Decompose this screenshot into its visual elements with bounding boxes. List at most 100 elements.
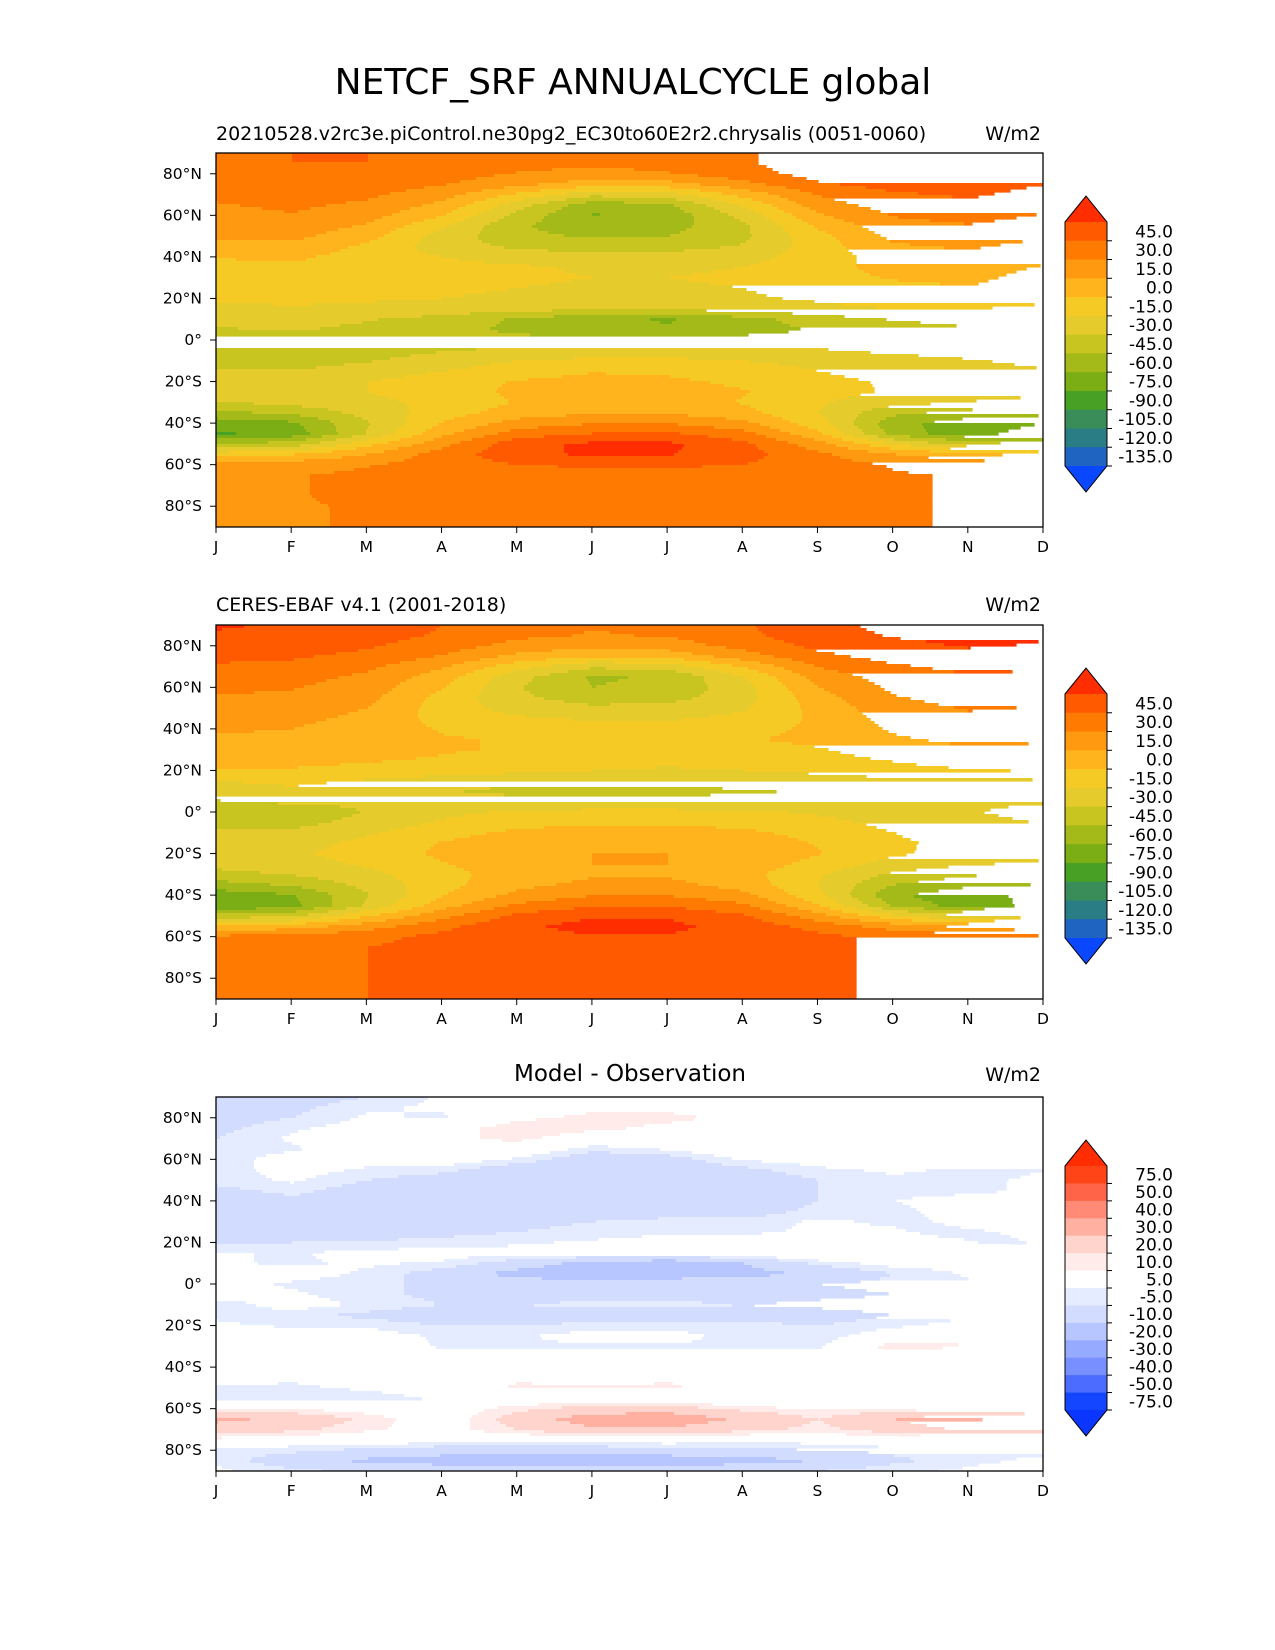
contour-cell: [278, 802, 1043, 806]
contour-cell: [954, 706, 1017, 710]
contour-cell: [238, 327, 321, 331]
contour-cell: [516, 210, 557, 214]
contour-cell: [484, 261, 761, 265]
contour-cell: [216, 703, 373, 707]
contour-cell: [746, 393, 861, 397]
contour-cell: [304, 685, 397, 689]
contour-cell: [496, 1271, 785, 1275]
contour-cell: [216, 811, 361, 815]
contour-cell: [240, 204, 327, 208]
contour-cell: [216, 306, 877, 310]
contour-cell: [454, 889, 517, 893]
contour-cell: [216, 640, 399, 644]
contour-cell: [326, 856, 435, 860]
contour-cell: [464, 814, 819, 818]
contour-cell: [216, 390, 369, 394]
contour-cell: [672, 1454, 895, 1458]
contour-cell: [302, 405, 409, 409]
contour-cell: [352, 1460, 803, 1464]
contour-cell: [370, 423, 405, 427]
contour-cell: [746, 222, 777, 226]
contour-cell: [374, 1265, 457, 1269]
contour-cell: [216, 871, 261, 875]
contour-cell: [826, 1343, 885, 1347]
contour-cell: [216, 994, 369, 998]
contour-cell: [774, 832, 897, 836]
contour-cell: [552, 664, 685, 668]
contour-cell: [288, 420, 331, 424]
contour-cell: [216, 943, 383, 947]
contour-cell: [296, 895, 333, 899]
contour-cell: [424, 775, 867, 779]
contour-cell: [924, 907, 985, 911]
contour-cell: [244, 625, 441, 629]
contour-cell: [870, 877, 945, 881]
contour-cell: [840, 240, 891, 244]
contour-cell: [216, 1241, 293, 1245]
contour-cell: [362, 865, 457, 869]
contour-cell: [216, 348, 477, 352]
colorbar-label: -20.0: [1129, 1323, 1173, 1343]
contour-cell: [818, 883, 857, 887]
contour-cell: [216, 321, 363, 325]
contour-cell: [216, 1157, 257, 1161]
contour-cell: [498, 204, 533, 208]
contour-cell: [216, 399, 399, 403]
contour-cell: [570, 1421, 709, 1425]
contour-cell: [216, 279, 573, 283]
contour-cell: [436, 628, 759, 632]
contour-cell: [368, 985, 857, 989]
contour-cell: [826, 913, 859, 917]
contour-cell: [486, 291, 757, 295]
contour-cell: [802, 1460, 915, 1464]
contour-cell: [404, 1109, 987, 1113]
contour-cell: [886, 901, 933, 905]
contour-cell: [840, 429, 863, 433]
contour-cell: [216, 309, 553, 313]
contour-cell: [216, 1352, 893, 1356]
contour-cell: [426, 697, 479, 701]
contour-cell: [216, 829, 391, 833]
contour-cell: [306, 438, 337, 442]
contour-cell: [216, 1142, 293, 1146]
contour-cell: [668, 856, 811, 860]
contour-cell: [216, 1388, 351, 1392]
colorbar-label: 50.0: [1135, 1183, 1173, 1203]
contour-cell: [222, 628, 437, 632]
contour-cell: [548, 213, 593, 217]
contour-cell: [460, 886, 535, 890]
contour-cell: [634, 634, 767, 638]
contour-cell: [870, 1223, 945, 1227]
contour-cell: [670, 186, 731, 190]
contour-cell: [426, 853, 593, 857]
contour-cell: [276, 928, 375, 932]
contour-cell: [832, 871, 891, 875]
contour-cell: [216, 1385, 321, 1389]
contour-cell: [216, 516, 331, 520]
x-tick-label: M: [360, 538, 373, 556]
contour-cell: [422, 237, 479, 241]
contour-cell: [284, 1151, 551, 1155]
contour-cell: [752, 1265, 833, 1269]
contour-cell: [770, 736, 911, 740]
contour-cell: [890, 922, 969, 926]
contour-cell: [216, 1205, 805, 1209]
contour-cell: [478, 697, 545, 701]
contour-cell: [442, 297, 783, 301]
contour-cell: [748, 420, 791, 424]
contour-cell: [384, 1415, 473, 1419]
contour-cell: [332, 820, 435, 824]
contour-cell: [278, 1382, 299, 1386]
contour-cell: [314, 853, 427, 857]
panel-obs-title: CERES-EBAF v4.1 (2001-2018): [216, 594, 506, 616]
colorbar-label: -15.0: [1129, 297, 1173, 317]
contour-cell: [216, 1181, 291, 1185]
contour-cell: [886, 928, 1015, 932]
contour-cell: [880, 426, 925, 430]
contour-cell: [368, 384, 503, 388]
contour-cell: [376, 700, 425, 704]
contour-cell: [788, 198, 835, 202]
contour-cell: [458, 676, 495, 680]
colorbar-swatch: [1065, 334, 1107, 354]
